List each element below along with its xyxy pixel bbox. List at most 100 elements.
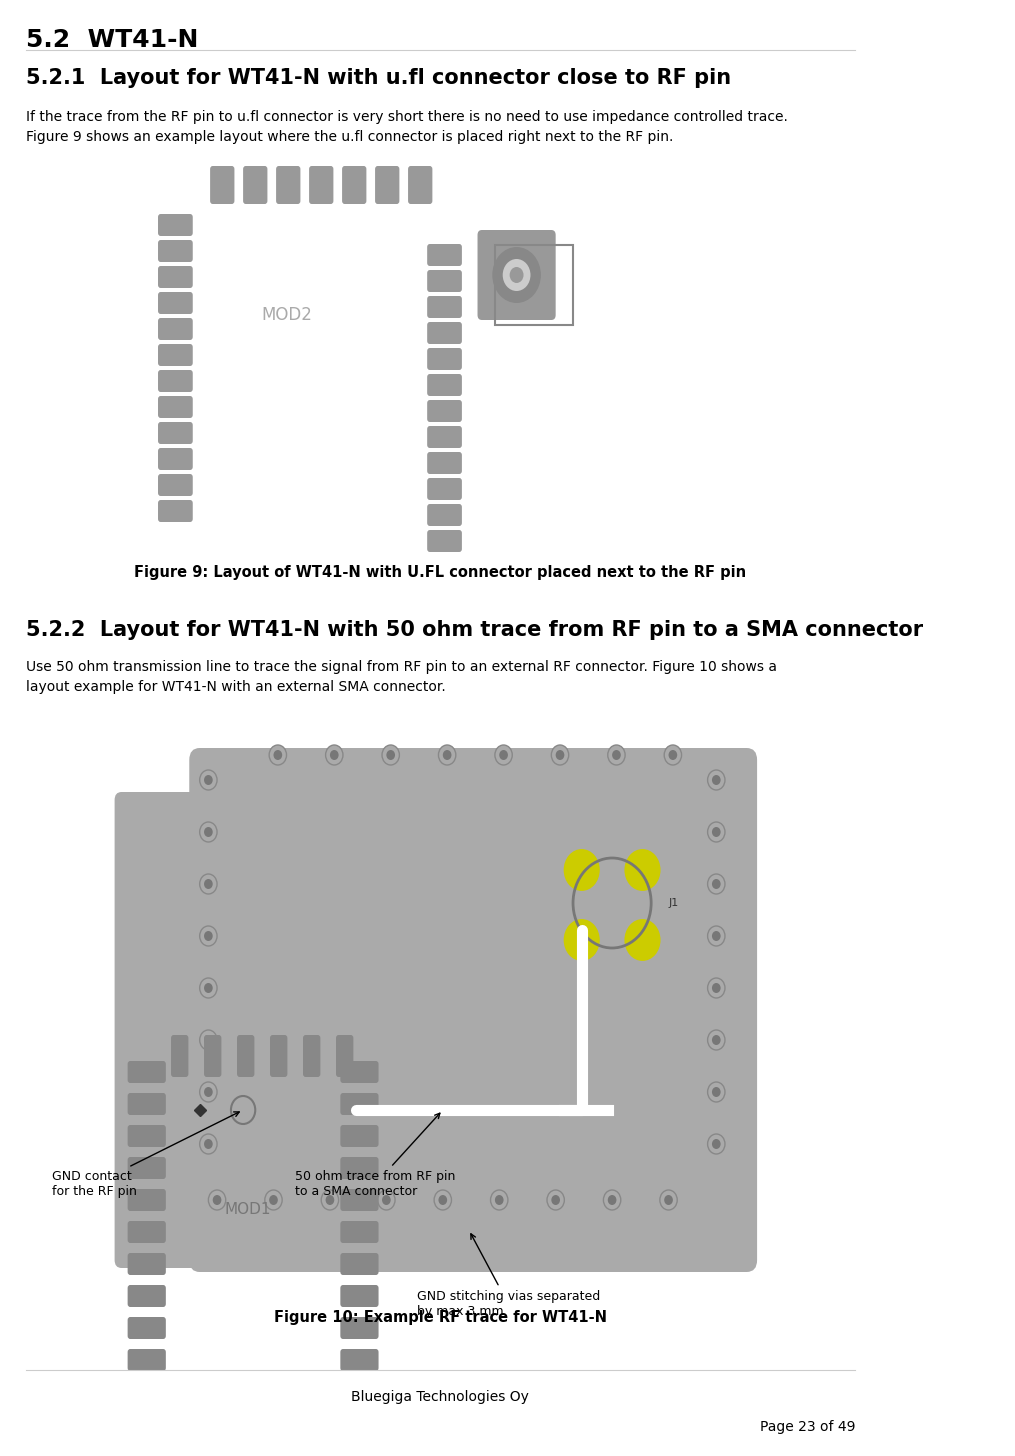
Circle shape [200, 978, 217, 997]
Text: 5.2.2  Layout for WT41-N with 50 ohm trace from RF pin to a SMA connector: 5.2.2 Layout for WT41-N with 50 ohm trac… [26, 620, 924, 641]
FancyBboxPatch shape [128, 1254, 165, 1275]
Circle shape [712, 879, 721, 890]
Circle shape [378, 1190, 395, 1210]
Circle shape [200, 874, 217, 894]
Text: MOD1: MOD1 [224, 1203, 271, 1217]
Circle shape [269, 745, 286, 764]
Circle shape [204, 1088, 213, 1096]
Circle shape [510, 266, 524, 282]
FancyBboxPatch shape [340, 1093, 379, 1115]
Circle shape [231, 1096, 255, 1124]
Circle shape [499, 750, 508, 760]
Circle shape [200, 770, 217, 791]
FancyBboxPatch shape [244, 166, 267, 204]
Text: Use 50 ohm transmission line to trace the signal from RF pin to an external RF c: Use 50 ohm transmission line to trace th… [26, 660, 777, 693]
FancyBboxPatch shape [115, 792, 363, 1268]
Circle shape [204, 827, 213, 837]
Circle shape [712, 1035, 721, 1045]
Circle shape [204, 1139, 213, 1149]
FancyBboxPatch shape [158, 422, 193, 444]
FancyBboxPatch shape [427, 530, 462, 552]
Text: Page 23 of 49: Page 23 of 49 [759, 1420, 856, 1434]
Text: GND stitching vias separated
by max 3 mm: GND stitching vias separated by max 3 mm [417, 1233, 600, 1318]
Circle shape [608, 745, 625, 764]
Circle shape [490, 1190, 508, 1210]
Circle shape [204, 1035, 213, 1045]
Text: 5.2  WT41-N: 5.2 WT41-N [26, 28, 198, 52]
Circle shape [502, 259, 531, 291]
Circle shape [707, 926, 725, 946]
Circle shape [608, 1195, 616, 1206]
FancyBboxPatch shape [427, 296, 462, 317]
FancyBboxPatch shape [340, 1286, 379, 1307]
Circle shape [664, 745, 681, 764]
FancyBboxPatch shape [427, 348, 462, 370]
FancyBboxPatch shape [340, 1125, 379, 1147]
Circle shape [438, 745, 456, 764]
FancyBboxPatch shape [158, 475, 193, 496]
FancyBboxPatch shape [172, 1035, 189, 1077]
FancyBboxPatch shape [158, 448, 193, 470]
Bar [495, 245, 573, 325]
FancyBboxPatch shape [158, 396, 193, 418]
Circle shape [495, 1195, 503, 1206]
Circle shape [551, 745, 568, 764]
FancyBboxPatch shape [204, 1035, 221, 1077]
Circle shape [434, 1190, 452, 1210]
Circle shape [204, 775, 213, 785]
Circle shape [200, 823, 217, 842]
Circle shape [707, 823, 725, 842]
Circle shape [438, 1195, 448, 1206]
FancyBboxPatch shape [158, 499, 193, 523]
FancyBboxPatch shape [276, 166, 300, 204]
Circle shape [200, 1029, 217, 1050]
Circle shape [382, 745, 399, 764]
Circle shape [660, 1190, 677, 1210]
Circle shape [707, 1082, 725, 1102]
FancyBboxPatch shape [340, 1158, 379, 1179]
Circle shape [712, 827, 721, 837]
FancyBboxPatch shape [340, 1190, 379, 1211]
Text: If the trace from the RF pin to u.fl connector is very short there is no need to: If the trace from the RF pin to u.fl con… [26, 111, 788, 144]
Circle shape [707, 1029, 725, 1050]
FancyBboxPatch shape [336, 1035, 353, 1077]
Circle shape [562, 917, 601, 962]
FancyBboxPatch shape [158, 214, 193, 236]
Circle shape [707, 770, 725, 791]
Circle shape [562, 847, 601, 893]
FancyBboxPatch shape [189, 748, 757, 1273]
FancyBboxPatch shape [128, 1318, 165, 1340]
Circle shape [200, 1082, 217, 1102]
FancyBboxPatch shape [376, 166, 399, 204]
Circle shape [551, 1195, 560, 1206]
FancyBboxPatch shape [303, 1035, 321, 1077]
FancyBboxPatch shape [427, 427, 462, 448]
FancyBboxPatch shape [128, 1350, 165, 1372]
FancyBboxPatch shape [477, 230, 555, 320]
FancyBboxPatch shape [427, 478, 462, 499]
FancyBboxPatch shape [158, 240, 193, 262]
Circle shape [382, 1195, 391, 1206]
Circle shape [321, 1190, 339, 1210]
Circle shape [707, 1134, 725, 1155]
Circle shape [492, 248, 541, 303]
FancyBboxPatch shape [340, 1318, 379, 1340]
Text: 5.2.1  Layout for WT41-N with u.fl connector close to RF pin: 5.2.1 Layout for WT41-N with u.fl connec… [26, 68, 731, 87]
FancyBboxPatch shape [427, 400, 462, 422]
Circle shape [547, 1190, 564, 1210]
Circle shape [707, 978, 725, 997]
Circle shape [443, 750, 452, 760]
Circle shape [204, 983, 213, 993]
FancyBboxPatch shape [128, 1286, 165, 1307]
FancyBboxPatch shape [427, 269, 462, 293]
FancyBboxPatch shape [128, 1158, 165, 1179]
Circle shape [200, 1134, 217, 1155]
Circle shape [664, 1195, 673, 1206]
FancyBboxPatch shape [340, 1061, 379, 1083]
Text: MOD2: MOD2 [261, 306, 312, 325]
FancyBboxPatch shape [340, 1350, 379, 1372]
Circle shape [495, 745, 513, 764]
FancyBboxPatch shape [128, 1125, 165, 1147]
FancyBboxPatch shape [408, 166, 432, 204]
Circle shape [269, 1195, 278, 1206]
